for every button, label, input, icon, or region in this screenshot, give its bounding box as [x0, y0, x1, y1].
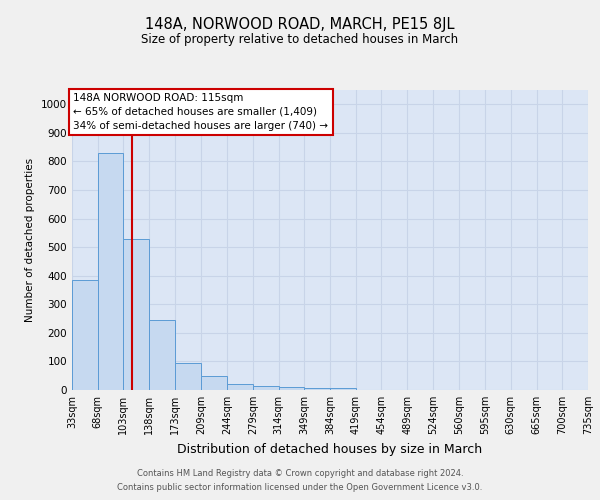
Bar	[304, 388, 330, 390]
Text: Contains HM Land Registry data © Crown copyright and database right 2024.: Contains HM Land Registry data © Crown c…	[137, 468, 463, 477]
X-axis label: Distribution of detached houses by size in March: Distribution of detached houses by size …	[178, 442, 482, 456]
Bar	[278, 387, 304, 390]
Bar	[330, 388, 356, 390]
Bar	[175, 363, 200, 390]
Text: Size of property relative to detached houses in March: Size of property relative to detached ho…	[142, 32, 458, 46]
Bar	[72, 280, 98, 390]
Text: 148A NORWOOD ROAD: 115sqm
← 65% of detached houses are smaller (1,409)
34% of se: 148A NORWOOD ROAD: 115sqm ← 65% of detac…	[73, 93, 328, 131]
Bar	[98, 153, 124, 390]
Bar	[149, 320, 175, 390]
Text: 148A, NORWOOD ROAD, MARCH, PE15 8JL: 148A, NORWOOD ROAD, MARCH, PE15 8JL	[145, 18, 455, 32]
Text: Contains public sector information licensed under the Open Government Licence v3: Contains public sector information licen…	[118, 484, 482, 492]
Bar	[124, 238, 149, 390]
Bar	[227, 384, 253, 390]
Y-axis label: Number of detached properties: Number of detached properties	[25, 158, 35, 322]
Bar	[253, 386, 278, 390]
Bar	[202, 376, 227, 390]
